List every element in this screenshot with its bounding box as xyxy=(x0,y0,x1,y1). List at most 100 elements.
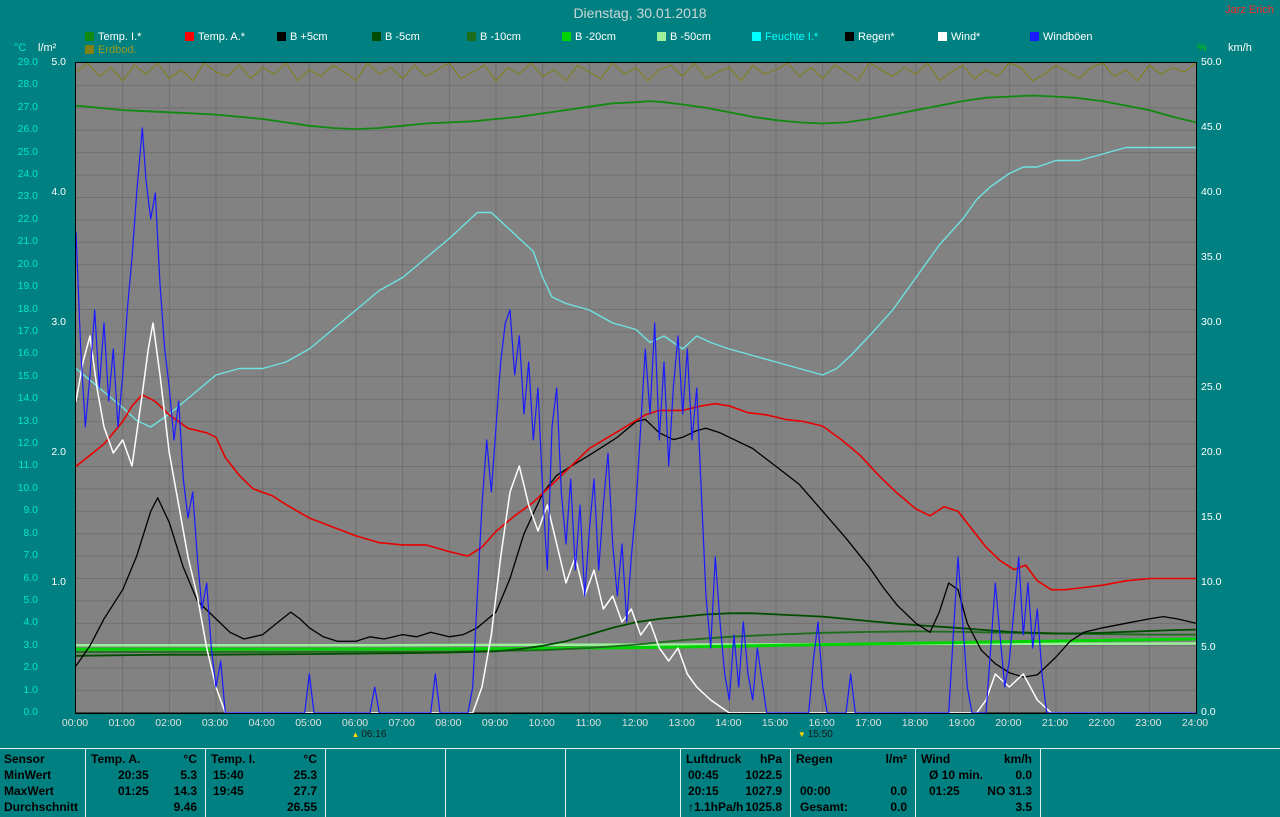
axis-unit-percent: % xyxy=(1197,42,1207,54)
legend-item-wind[interactable]: Wind* xyxy=(938,31,980,43)
regen-swatch-icon xyxy=(845,32,854,41)
y-axis-tick-celsius: 11.0 xyxy=(18,459,38,472)
y-axis-tick-celsius: 19.0 xyxy=(17,280,38,293)
b-minus10-swatch-icon xyxy=(467,32,476,41)
y-axis-tick-kmh: 10.0 xyxy=(1201,576,1222,588)
x-axis-tick-time: 22:00 xyxy=(1088,717,1115,729)
table-separator xyxy=(680,749,681,817)
x-axis-tick-time: 19:00 xyxy=(948,717,975,729)
table-cell-time: 01:25 xyxy=(929,784,960,798)
table-cell-value: 9.46 xyxy=(173,800,197,814)
legend-item-b-minus5[interactable]: B -5cm xyxy=(372,31,420,43)
y-axis-tick-celsius: 8.0 xyxy=(23,526,38,539)
x-axis-tick-time: 21:00 xyxy=(1041,717,1069,729)
y-axis-tick-celsius: 20.0 xyxy=(17,257,38,270)
legend-label: Feuchte I.* xyxy=(765,31,819,43)
axis-unit-kmh: km/h xyxy=(1228,42,1252,54)
y-axis-tick-celsius: 22.0 xyxy=(17,212,38,225)
table-cell-time: Gesamt: xyxy=(800,800,849,814)
legend-item-temp-a[interactable]: Temp. A.* xyxy=(185,31,245,43)
legend-item-b-plus5[interactable]: B +5cm xyxy=(277,31,328,43)
temp-a-swatch-icon xyxy=(185,32,194,41)
y-axis-tick-lm2: 5.0 xyxy=(51,56,66,68)
b-minus20-swatch-icon xyxy=(562,32,571,41)
table-cell-value: 27.7 xyxy=(293,784,317,798)
x-axis-tick-time: 06:00 xyxy=(341,717,369,729)
table-cell-time: 00:45 xyxy=(688,768,719,782)
series-b-minus20 xyxy=(76,637,1196,651)
table-row-label: Durchschnitt xyxy=(4,800,79,814)
y-axis-tick-celsius: 29.0 xyxy=(17,56,38,68)
legend-item-temp-i[interactable]: Temp. I.* xyxy=(85,31,141,43)
legend-label: Wind* xyxy=(951,31,981,43)
y-axis-tick-lm2: 4.0 xyxy=(51,186,66,198)
table-col-unit: km/h xyxy=(1003,752,1032,766)
y-axis-tick-kmh: 20.0 xyxy=(1201,446,1222,458)
table-cell-time: Ø 10 min. xyxy=(929,768,984,782)
y-axis-tick-celsius: 18.0 xyxy=(17,302,38,315)
legend-label: B +5cm xyxy=(290,31,328,43)
x-axis-tick-time: 17:00 xyxy=(855,717,882,729)
y-axis-tick-celsius: 4.0 xyxy=(23,616,38,629)
legend-item-regen[interactable]: Regen* xyxy=(845,31,895,43)
x-axis-tick-time: 05:00 xyxy=(295,717,322,729)
y-axis-tick-celsius: 1.0 xyxy=(23,683,38,696)
y-axis-tick-kmh: 40.0 xyxy=(1201,186,1222,198)
y-axis-tick-celsius: 9.0 xyxy=(23,504,38,517)
table-cell-time: 19:45 xyxy=(213,784,244,798)
legend-item-erdboden[interactable]: Erdbod. xyxy=(85,44,137,56)
table-cell-value: 1022.5 xyxy=(745,768,782,782)
x-axis-tick-time: 10:00 xyxy=(528,717,555,729)
axis-unit-lm2: l/m² xyxy=(38,42,57,54)
y-axis-tick-celsius: 15.0 xyxy=(17,369,38,382)
x-axis-tick-time: 09:00 xyxy=(481,717,509,729)
table-cell-value: 0.0 xyxy=(890,800,907,814)
table-cell-time: 20:35 xyxy=(118,768,149,782)
legend-item-b-minus20[interactable]: B -20cm xyxy=(562,31,616,43)
series-temp-a xyxy=(76,393,1196,591)
windboeen-swatch-icon xyxy=(1030,32,1039,41)
y-axis-tick-celsius: 16.0 xyxy=(17,347,38,360)
y-axis-tick-celsius: 26.0 xyxy=(17,123,38,136)
y-axis-tick-celsius: 23.0 xyxy=(17,190,38,203)
x-axis-tick-time: 07:00 xyxy=(388,717,415,729)
table-cell-value: 3.5 xyxy=(1015,800,1032,814)
x-axis-tick-time: 20:00 xyxy=(995,717,1022,729)
series-windboeen xyxy=(76,127,1196,713)
series-wind xyxy=(76,322,1196,713)
y-axis-tick-celsius: 27.0 xyxy=(17,100,38,113)
x-axis-tick-time: 12:00 xyxy=(621,717,649,729)
y-axis-tick-kmh: 35.0 xyxy=(1201,251,1222,263)
table-cell-value: 14.3 xyxy=(173,784,197,798)
legend-item-windboeen[interactable]: Windböen xyxy=(1030,31,1093,43)
legend-item-b-minus50[interactable]: B -50cm xyxy=(657,31,711,43)
table-col-title: Regen xyxy=(796,752,833,766)
legend-label: B -20cm xyxy=(575,31,616,43)
table-col-title: Wind xyxy=(921,752,951,766)
legend-item-feuchte-i[interactable]: Feuchte I.* xyxy=(752,31,818,43)
x-axis-tick-time: 08:00 xyxy=(435,717,462,729)
table-separator xyxy=(915,749,916,817)
series-feuchte-i xyxy=(76,146,1196,428)
x-axis-tick-time: 03:00 xyxy=(201,717,229,729)
y-axis-tick-kmh: 50.0 xyxy=(1201,56,1222,68)
table-cell-value: 26.55 xyxy=(286,800,317,814)
table-col-unit: °C xyxy=(303,752,317,766)
series-b-plus5 xyxy=(76,418,1196,678)
legend-label: Erdbod. xyxy=(98,44,137,56)
y-axis-tick-celsius: 5.0 xyxy=(23,593,38,606)
y-axis-tick-celsius: 6.0 xyxy=(23,571,38,584)
event-time: 15:50 xyxy=(807,729,833,740)
legend-label: B -5cm xyxy=(385,31,420,43)
legend-item-b-minus10[interactable]: B -10cm xyxy=(467,31,521,43)
y-axis-tick-celsius: 25.0 xyxy=(17,145,38,158)
x-axis-tick-time: 13:00 xyxy=(668,717,695,729)
y-axis-tick-kmh: 45.0 xyxy=(1201,121,1222,133)
legend-label: Temp. I.* xyxy=(98,31,142,43)
x-axis-tick-time: 24:00 xyxy=(1181,717,1209,729)
table-col-unit: °C xyxy=(183,752,197,766)
table-separator xyxy=(325,749,326,817)
legend-label: Temp. A.* xyxy=(198,31,246,43)
table-cell-time: ↑1.1hPa/h xyxy=(688,800,744,814)
